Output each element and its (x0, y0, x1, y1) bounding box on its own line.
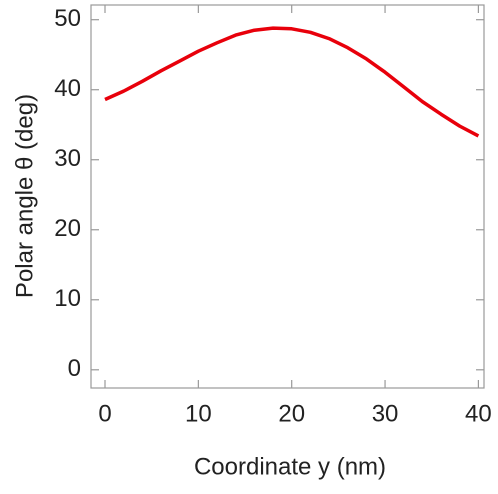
x-tick-label: 40 (465, 400, 492, 427)
y-tick-label: 50 (54, 5, 81, 32)
plot-frame (90, 4, 485, 389)
y-tick-label: 20 (54, 215, 81, 242)
x-tick-label: 10 (185, 400, 212, 427)
x-axis-label: Coordinate y (nm) (194, 453, 386, 480)
x-tick-label: 30 (372, 400, 399, 427)
y-tick-label: 0 (68, 355, 81, 382)
y-tick-label: 30 (54, 145, 81, 172)
y-tick-label: 10 (54, 285, 81, 312)
x-tick-label: 20 (278, 400, 305, 427)
y-axis-label: Polar angle θ (deg) (11, 94, 38, 298)
y-tick-label: 40 (54, 75, 81, 102)
x-tick-label: 0 (98, 400, 111, 427)
data-line (104, 26, 480, 138)
